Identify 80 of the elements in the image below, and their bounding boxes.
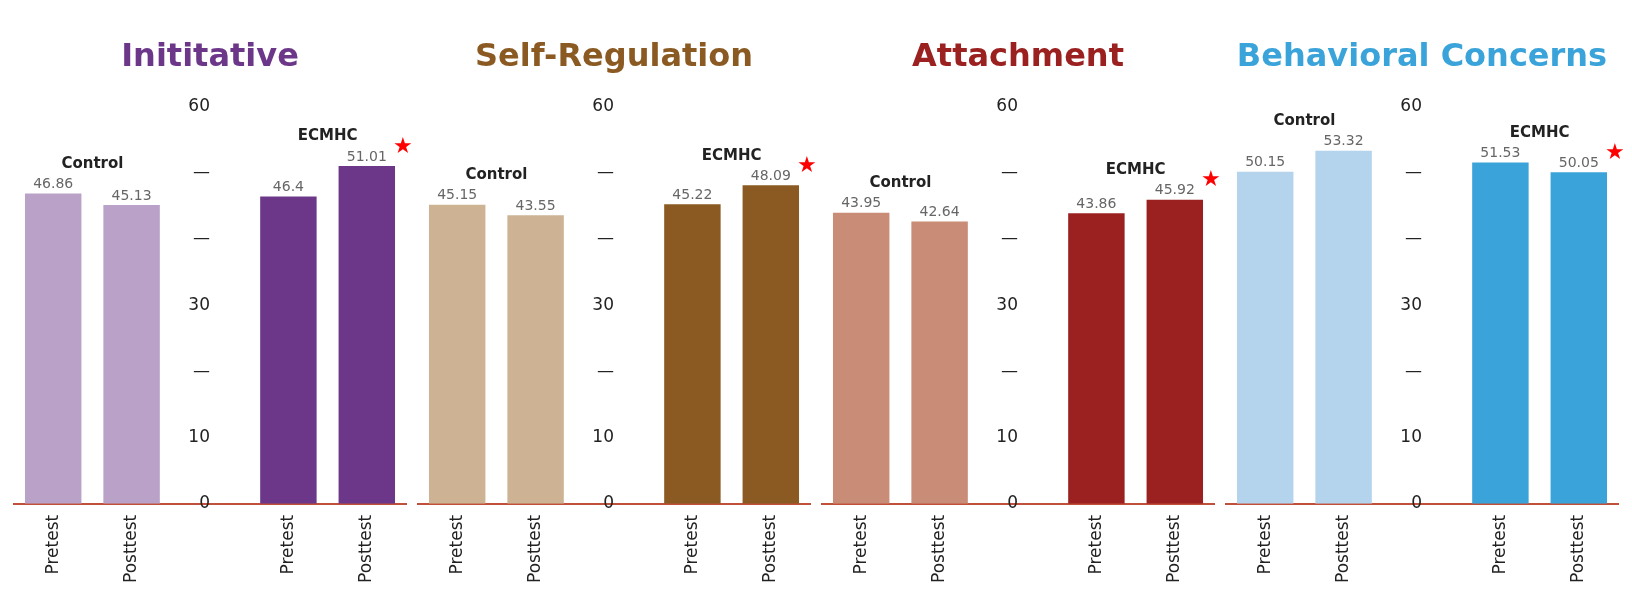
x-tick-label: Posttest [1332, 514, 1353, 583]
data-label: 51.01 [346, 147, 387, 164]
series-label: ECMHC [701, 145, 762, 164]
y-tick-label: — [193, 227, 210, 248]
bar [664, 204, 721, 504]
y-tick-label: — [193, 359, 210, 380]
x-tick-label: Pretest [849, 514, 870, 575]
bar [507, 215, 564, 504]
data-label: 45.92 [1154, 181, 1195, 198]
data-label: 46.4 [272, 178, 305, 195]
annotation: ★ [392, 132, 413, 158]
y-tick-label: — [1001, 359, 1018, 380]
bar [260, 196, 317, 504]
data-label: 43.86 [1076, 194, 1117, 211]
y-tick-label: — [1405, 359, 1422, 380]
x-tick-label: Pretest [41, 514, 62, 575]
y-tick-label: 30 [592, 293, 614, 314]
x-tick-label: Posttest [120, 514, 141, 583]
data-label: 43.95 [841, 194, 882, 211]
y-tick-label: — [597, 161, 614, 182]
bar [338, 165, 396, 504]
data-label: 50.15 [1245, 153, 1286, 170]
y-tick-label: 10 [188, 425, 210, 446]
y-tick-label: 60 [592, 94, 614, 115]
x-tick-label: Posttest [1163, 514, 1184, 583]
bar [742, 185, 800, 504]
y-tick-label: — [1001, 161, 1018, 182]
series-label: Control [1273, 111, 1336, 130]
x-tick-label: Pretest [276, 514, 297, 575]
data-label: 48.09 [750, 166, 791, 183]
x-tick-label: Pretest [680, 514, 701, 575]
x-tick-label: Posttest [355, 514, 376, 583]
y-tick-label: — [597, 227, 614, 248]
bar [24, 193, 82, 504]
y-tick-label: — [1001, 227, 1018, 248]
bar [428, 204, 486, 504]
series-label: Control [869, 173, 932, 192]
data-label: 46.86 [33, 175, 74, 192]
chart-title: Behavioral Concerns [1236, 35, 1608, 74]
y-tick-label: 60 [1400, 94, 1422, 115]
bar [103, 204, 160, 504]
y-tick-label: 10 [996, 425, 1018, 446]
x-tick-label: Pretest [1253, 514, 1274, 575]
data-label: 45.13 [111, 186, 152, 203]
y-tick-label: 30 [188, 293, 210, 314]
chart-title: Self-Regulation [475, 35, 753, 74]
y-tick-label: 10 [592, 425, 614, 446]
series-label: Control [465, 165, 528, 184]
x-tick-label: Posttest [928, 514, 949, 583]
annotation: ★ [1200, 166, 1221, 192]
x-tick-label: Posttest [759, 514, 780, 583]
series-label: ECMHC [297, 126, 358, 145]
x-tick-label: Pretest [1084, 514, 1105, 575]
y-tick-label: 60 [188, 94, 210, 115]
data-label: 50.05 [1558, 153, 1599, 170]
annotation: ★ [1604, 139, 1625, 165]
data-label: 53.32 [1323, 132, 1364, 149]
data-label: 42.64 [919, 203, 960, 220]
y-tick-label: — [597, 359, 614, 380]
data-label: 43.55 [515, 196, 556, 213]
data-label: 45.15 [437, 186, 478, 203]
data-label: 51.53 [1480, 144, 1521, 161]
series-label: ECMHC [1509, 122, 1570, 141]
y-tick-label: — [1405, 227, 1422, 248]
series-label: Control [61, 153, 124, 172]
y-tick-label: 30 [996, 293, 1018, 314]
x-tick-label: Pretest [445, 514, 466, 575]
y-tick-label: 30 [1400, 293, 1422, 314]
annotation: ★ [796, 152, 817, 177]
series-label: ECMHC [1105, 160, 1166, 179]
y-tick-label: 60 [996, 94, 1018, 115]
y-tick-label: 10 [1400, 425, 1422, 446]
x-tick-label: Posttest [524, 514, 545, 583]
chart-title: Attachment [912, 35, 1124, 74]
y-tick-label: — [193, 161, 210, 182]
y-tick-label: — [1405, 161, 1422, 182]
x-tick-label: Posttest [1567, 514, 1588, 583]
x-tick-label: Pretest [1488, 514, 1509, 575]
chart-title: Inititative [121, 35, 299, 74]
data-label: 45.22 [672, 185, 713, 202]
